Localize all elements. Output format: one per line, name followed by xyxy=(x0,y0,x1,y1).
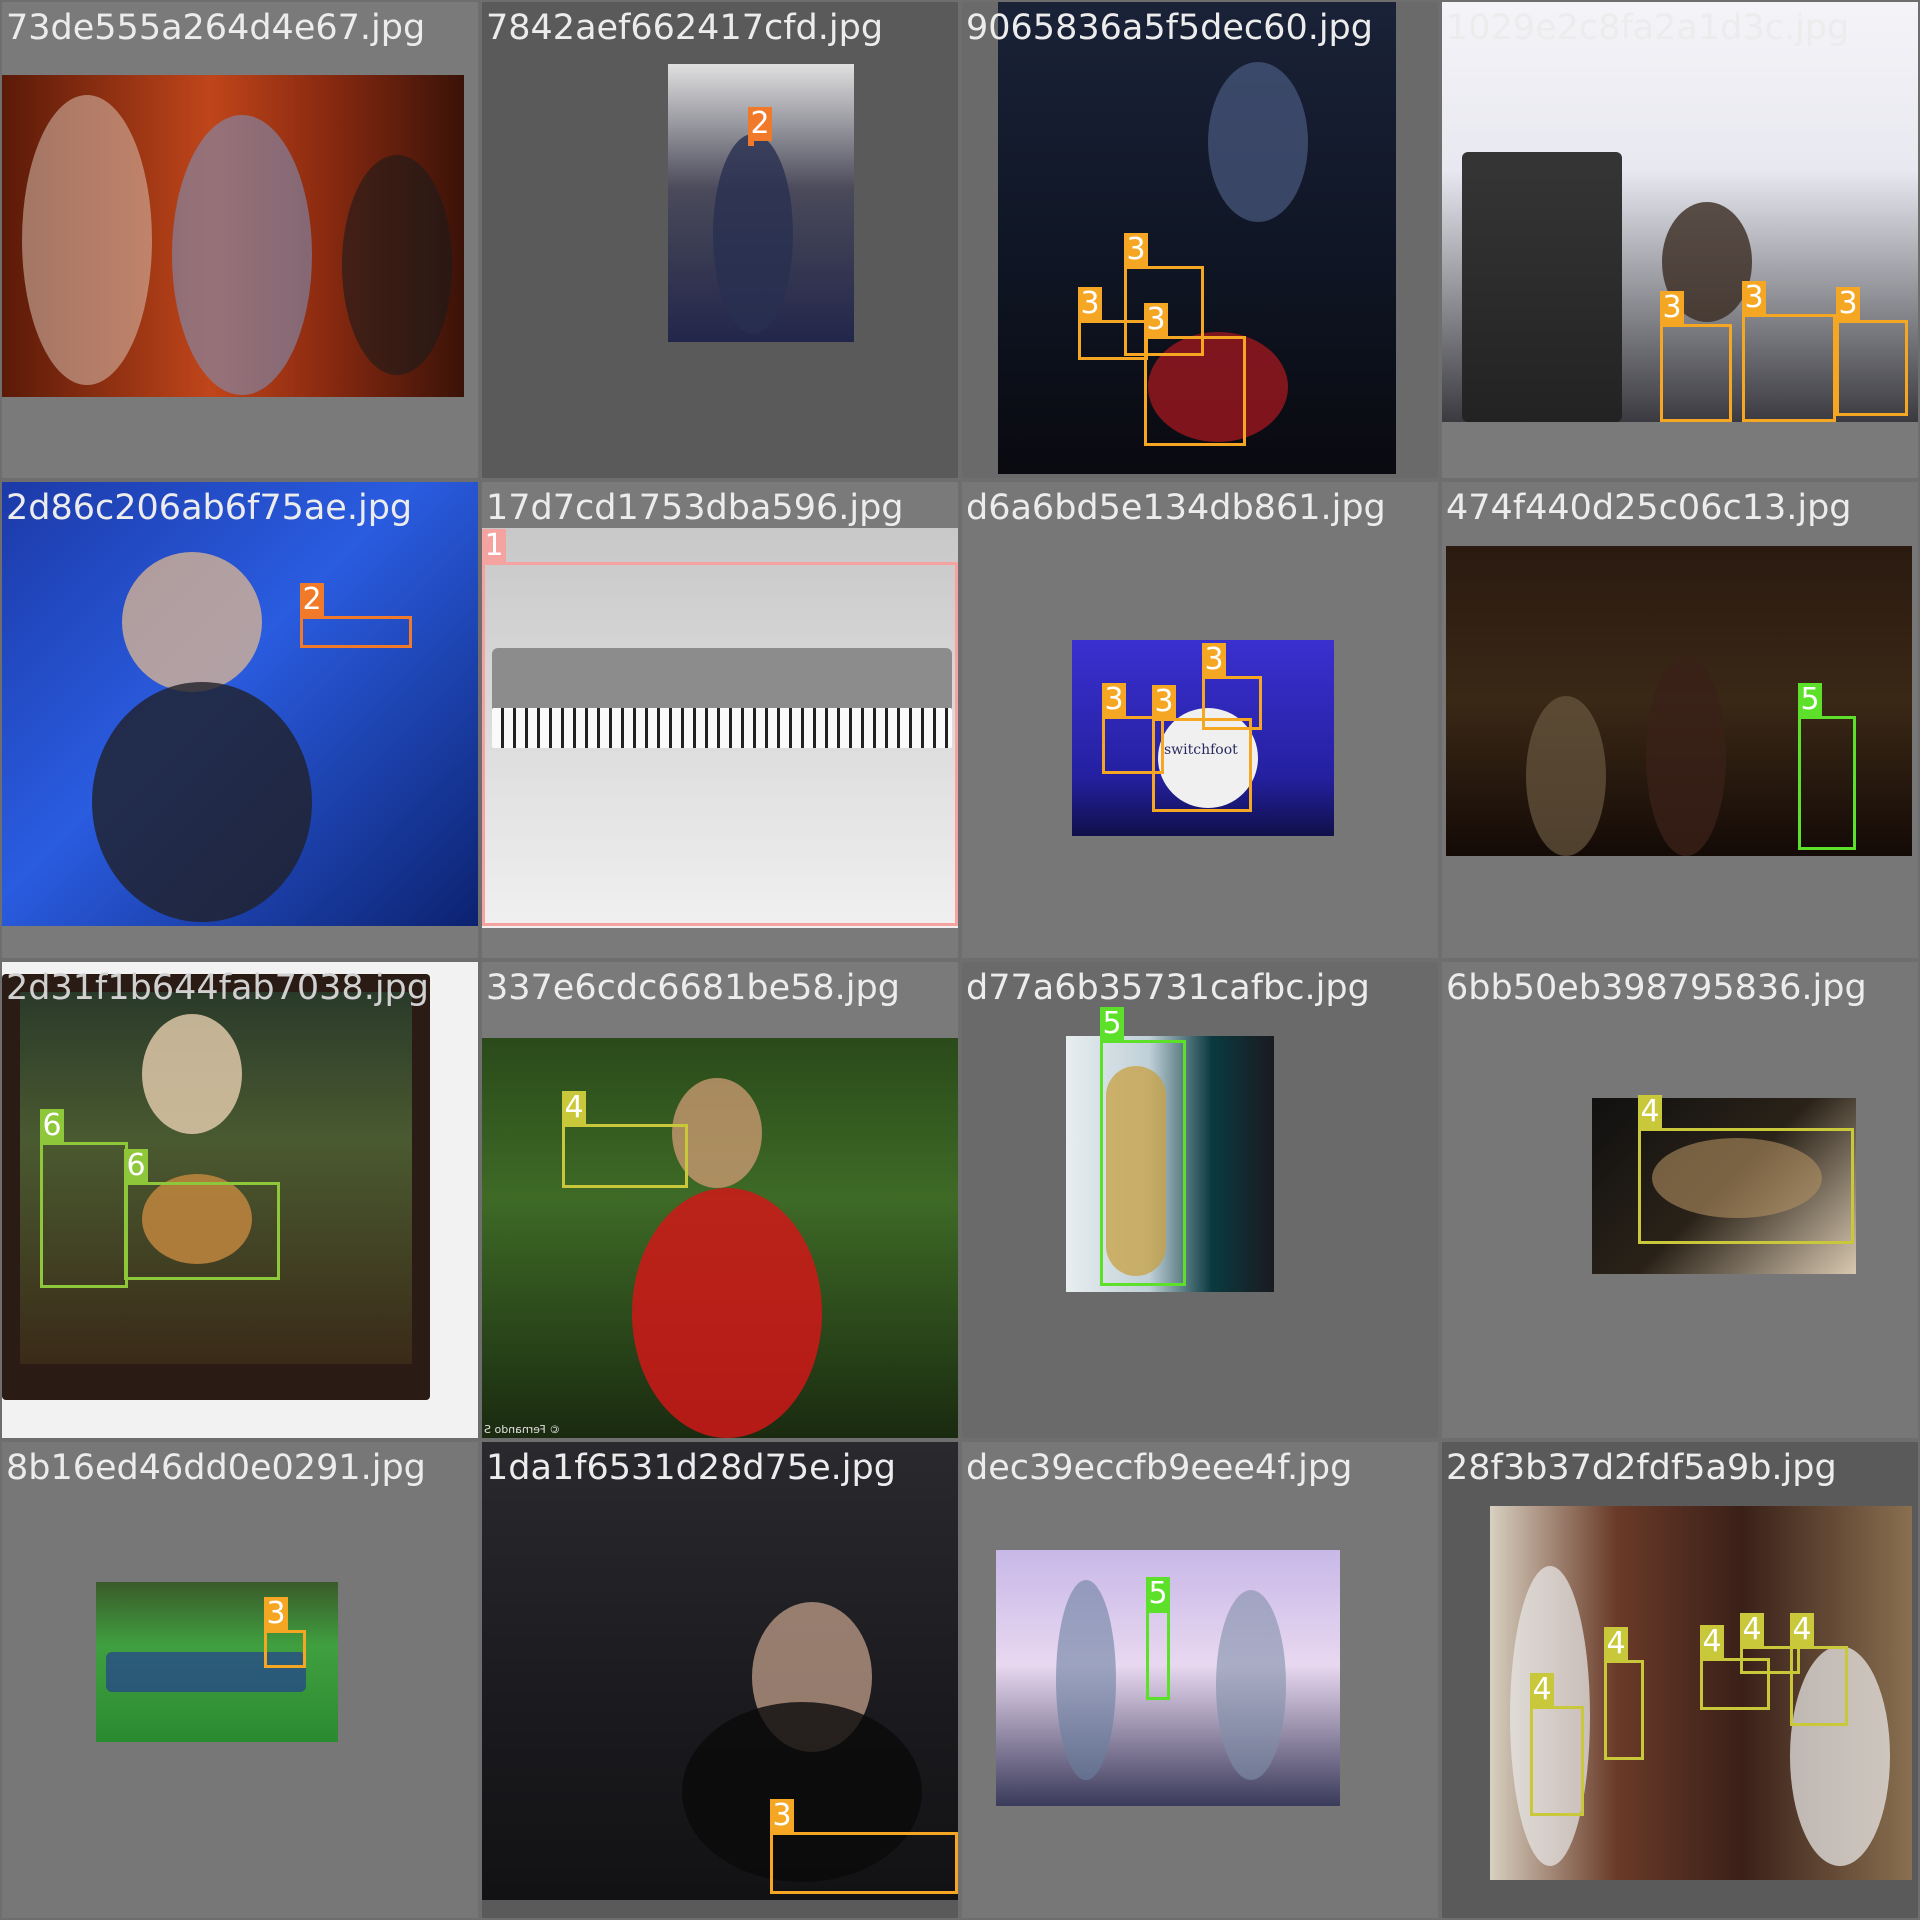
grid-tile[interactable]: d6a6bd5e134db861.jpg switchfoot 3 3 3 xyxy=(962,482,1438,958)
bounding-box: 4 xyxy=(1638,1095,1854,1244)
grid-tile[interactable]: 9065836a5f5dec60.jpg 3 3 3 xyxy=(962,2,1438,478)
bounding-box: 4 xyxy=(1740,1613,1800,1674)
grid-tile[interactable]: 1da1f6531d28d75e.jpg 3 xyxy=(482,1442,958,1918)
box-label: 3 xyxy=(1144,303,1168,337)
box-label: 3 xyxy=(1742,281,1766,315)
box-label: 4 xyxy=(1638,1095,1662,1129)
bounding-box: 4 xyxy=(1700,1625,1770,1710)
grid-tile[interactable]: d77a6b35731cafbc.jpg 5 xyxy=(962,962,1438,1438)
box-label: 1 xyxy=(482,529,506,563)
drum-head-text: switchfoot xyxy=(1164,742,1238,758)
grid-tile[interactable]: 17d7cd1753dba596.jpg 1 xyxy=(482,482,958,958)
tile-photo: © Fernando S xyxy=(482,1038,958,1438)
grid-tile[interactable]: 7842aef662417cfd.jpg 2 xyxy=(482,2,958,478)
bounding-box: 3 xyxy=(1144,303,1246,446)
bounding-box: 5 xyxy=(1100,1007,1186,1286)
tile-filename: 1da1f6531d28d75e.jpg xyxy=(486,1448,896,1488)
tile-filename: 1029e2c8fa2a1d3c.jpg xyxy=(1446,8,1850,48)
bounding-box: 3 xyxy=(1202,643,1262,730)
box-label: 2 xyxy=(300,583,324,617)
tile-filename: d6a6bd5e134db861.jpg xyxy=(966,488,1386,528)
box-label: 3 xyxy=(1836,287,1860,321)
box-label: 5 xyxy=(1146,1577,1170,1611)
bounding-box: 3 xyxy=(770,1799,958,1894)
bounding-box: 2 xyxy=(748,107,772,146)
bounding-box: 5 xyxy=(1798,683,1856,850)
bounding-box: 6 xyxy=(124,1149,280,1280)
tile-photo xyxy=(96,1582,338,1742)
tile-filename: 73de555a264d4e67.jpg xyxy=(6,8,426,48)
box-label: 2 xyxy=(748,107,772,141)
box-label: 3 xyxy=(1124,233,1148,267)
bounding-box: 3 xyxy=(1078,287,1148,360)
tile-filename: 28f3b37d2fdf5a9b.jpg xyxy=(1446,1448,1837,1488)
tile-filename: d77a6b35731cafbc.jpg xyxy=(966,968,1370,1008)
bounding-box: 6 xyxy=(40,1109,128,1288)
tile-filename: 9065836a5f5dec60.jpg xyxy=(966,8,1373,48)
bounding-box: 2 xyxy=(300,583,412,648)
bounding-box: 3 xyxy=(1124,233,1204,356)
grid-tile[interactable]: 28f3b37d2fdf5a9b.jpg 4 4 4 4 4 xyxy=(1442,1442,1918,1918)
tile-photo xyxy=(2,75,464,397)
tile-filename: 6bb50eb398795836.jpg xyxy=(1446,968,1867,1008)
bounding-box: 3 xyxy=(1742,281,1836,422)
tile-filename: 474f440d25c06c13.jpg xyxy=(1446,488,1852,528)
tile-filename: 8b16ed46dd0e0291.jpg xyxy=(6,1448,426,1488)
bounding-box: 3 xyxy=(1660,291,1732,422)
bounding-box: 4 xyxy=(1790,1613,1848,1726)
tile-filename: 17d7cd1753dba596.jpg xyxy=(486,488,904,528)
tile-photo xyxy=(1446,546,1912,856)
tile-photo xyxy=(1592,1098,1856,1274)
bounding-box: 1 xyxy=(482,529,958,926)
grid-tile[interactable]: dec39eccfb9eee4f.jpg 5 xyxy=(962,1442,1438,1918)
box-label: 4 xyxy=(1740,1613,1764,1647)
box-label: 4 xyxy=(1790,1613,1814,1647)
grid-tile[interactable]: 6bb50eb398795836.jpg 4 xyxy=(1442,962,1918,1438)
bounding-box: 4 xyxy=(1604,1627,1644,1760)
grid-tile[interactable]: 73de555a264d4e67.jpg xyxy=(2,2,478,478)
tile-filename: 7842aef662417cfd.jpg xyxy=(486,8,884,48)
tile-photo xyxy=(482,1442,958,1900)
bounding-box: 3 xyxy=(1152,685,1252,812)
tile-photo xyxy=(2,974,430,1400)
tile-photo xyxy=(482,528,958,928)
bounding-box: 3 xyxy=(1836,287,1908,416)
box-label: 4 xyxy=(1530,1673,1554,1707)
bounding-box: 4 xyxy=(1530,1673,1584,1816)
box-label: 3 xyxy=(1078,287,1102,321)
box-label: 6 xyxy=(124,1149,148,1183)
box-label: 5 xyxy=(1100,1007,1124,1041)
bounding-box: 3 xyxy=(264,1597,306,1668)
grid-tile[interactable]: 2d31f1b644fab7038.jpg 6 6 xyxy=(2,962,478,1438)
box-label: 6 xyxy=(40,1109,64,1143)
tile-photo xyxy=(998,2,1396,474)
box-label: 3 xyxy=(1202,643,1226,677)
box-label: 3 xyxy=(1660,291,1684,325)
tile-filename: 2d86c206ab6f75ae.jpg xyxy=(6,488,413,528)
tile-filename: dec39eccfb9eee4f.jpg xyxy=(966,1448,1353,1488)
grid-tile[interactable]: 337e6cdc6681be58.jpg © Fernando S 4 xyxy=(482,962,958,1438)
grid-tile[interactable]: 2d86c206ab6f75ae.jpg 2 xyxy=(2,482,478,958)
box-label: 3 xyxy=(1152,685,1176,719)
box-label: 3 xyxy=(770,1799,794,1833)
photo-watermark: © Fernando S xyxy=(484,1423,561,1436)
box-label: 3 xyxy=(264,1597,288,1631)
box-label: 4 xyxy=(1700,1625,1724,1659)
bounding-box: 3 xyxy=(1102,683,1164,774)
box-label: 5 xyxy=(1798,683,1822,717)
grid-tile[interactable]: 474f440d25c06c13.jpg 5 xyxy=(1442,482,1918,958)
box-label: 3 xyxy=(1102,683,1126,717)
box-label: 4 xyxy=(562,1091,586,1125)
tile-photo xyxy=(2,482,478,926)
grid-tile[interactable]: 1029e2c8fa2a1d3c.jpg 3 3 3 xyxy=(1442,2,1918,478)
grid-tile[interactable]: 8b16ed46dd0e0291.jpg 3 xyxy=(2,1442,478,1918)
box-label: 4 xyxy=(1604,1627,1628,1661)
tile-filename: 337e6cdc6681be58.jpg xyxy=(486,968,900,1008)
bounding-box: 5 xyxy=(1146,1577,1170,1700)
tile-filename: 2d31f1b644fab7038.jpg xyxy=(6,968,429,1008)
bounding-box: 4 xyxy=(562,1091,688,1188)
